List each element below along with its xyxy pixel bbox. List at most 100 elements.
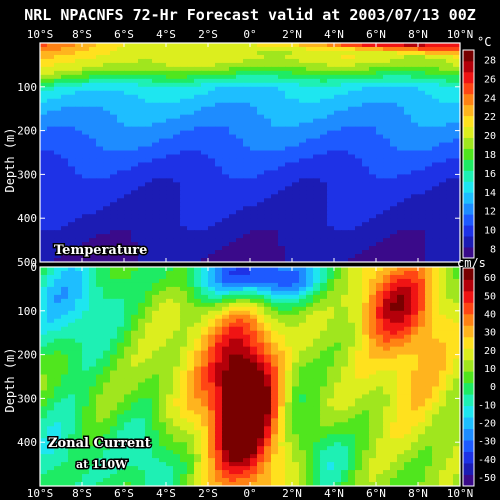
zonal-current-cell bbox=[96, 318, 104, 324]
temperature-cell bbox=[327, 106, 335, 112]
temperature-cell bbox=[397, 258, 405, 262]
temperature-cell bbox=[208, 122, 216, 128]
zonal-current-cell bbox=[285, 282, 293, 288]
temperature-cell bbox=[236, 130, 244, 136]
temperature-cell bbox=[355, 198, 363, 203]
temperature-cell bbox=[320, 178, 328, 183]
zonal-current-cell bbox=[299, 282, 307, 288]
zonal-current-cell bbox=[341, 310, 349, 316]
zonal-current-cell bbox=[334, 326, 342, 332]
temperature-cell bbox=[327, 230, 335, 235]
zonal-current-cell bbox=[271, 267, 279, 272]
temperature-cell bbox=[208, 162, 216, 168]
temperature-cell bbox=[68, 166, 76, 172]
zonal-current-cell bbox=[320, 274, 328, 280]
temperature-cell bbox=[89, 142, 97, 148]
zonal-current-cell bbox=[117, 370, 125, 376]
temperature-cell bbox=[341, 170, 349, 175]
zonal-current-cell bbox=[145, 290, 153, 296]
temperature-cell bbox=[355, 226, 363, 231]
temperature-cell bbox=[355, 254, 363, 259]
temperature-cell bbox=[68, 138, 76, 144]
temperature-cell bbox=[369, 74, 377, 80]
temperature-cell bbox=[250, 158, 258, 164]
zonal-current-cell bbox=[103, 310, 111, 316]
temperature-cell bbox=[264, 90, 272, 96]
temperature-cell bbox=[411, 54, 419, 60]
zonal-current-cell bbox=[82, 354, 90, 360]
temperature-cell bbox=[54, 206, 62, 211]
temperature-cell bbox=[376, 130, 384, 136]
temperature-cell bbox=[264, 98, 272, 104]
zonal-current-cell bbox=[222, 310, 230, 316]
zonal-current-cell bbox=[201, 342, 209, 348]
zonal-current-cell bbox=[369, 366, 377, 372]
temperature-cell bbox=[47, 82, 55, 88]
zonal-current-cell bbox=[278, 370, 286, 376]
zonal-current-cell bbox=[243, 298, 251, 304]
temperature-cell bbox=[306, 70, 314, 76]
temperature-cell bbox=[138, 174, 146, 179]
temperature-cell bbox=[229, 82, 237, 88]
temperature-cell bbox=[453, 178, 460, 183]
zonal-current-cell bbox=[201, 322, 209, 328]
zonal-current-cell bbox=[257, 358, 265, 364]
temperature-cell bbox=[278, 154, 286, 160]
temperature-cell bbox=[362, 102, 370, 108]
temperature-cell bbox=[355, 43, 363, 48]
temperature-cell bbox=[215, 70, 223, 76]
temperature-cell bbox=[54, 234, 62, 239]
zonal-current-cell bbox=[383, 298, 391, 304]
zonal-current-cell bbox=[124, 282, 132, 288]
zonal-current-cell bbox=[159, 342, 167, 348]
temperature-cell bbox=[362, 114, 370, 120]
zonal-current-cell bbox=[47, 286, 55, 292]
temperature-cell bbox=[299, 214, 307, 219]
temperature-cell bbox=[152, 90, 160, 96]
zonal-current-cell bbox=[180, 350, 188, 356]
zonal-current-cell bbox=[285, 370, 293, 376]
zonal-current-cell bbox=[131, 298, 139, 304]
temperature-cell bbox=[47, 90, 55, 96]
temperature-cell bbox=[334, 190, 342, 195]
temperature-cell bbox=[439, 218, 447, 223]
zonal-current-cell bbox=[194, 318, 202, 324]
zonal-current-cell bbox=[194, 298, 202, 304]
temperature-cell bbox=[425, 234, 433, 239]
zonal-current-cell bbox=[215, 290, 223, 296]
zonal-current-cell bbox=[68, 294, 76, 300]
temperature-cell bbox=[411, 230, 419, 235]
temperature-cell bbox=[194, 166, 202, 172]
zonal-current-cell bbox=[250, 318, 258, 324]
temperature-cell bbox=[187, 182, 195, 187]
temperature-cell bbox=[138, 222, 146, 227]
temperature-cell bbox=[61, 194, 69, 199]
temperature-cell bbox=[180, 170, 188, 175]
temperature-cell bbox=[152, 258, 160, 262]
zonal-current-cell bbox=[222, 267, 230, 272]
temperature-cell bbox=[446, 226, 454, 231]
temperature-cell bbox=[236, 258, 244, 262]
temperature-cell bbox=[285, 162, 293, 168]
temperature-cell bbox=[124, 246, 132, 251]
zonal-current-cell bbox=[278, 290, 286, 296]
zonal-current-cell bbox=[54, 358, 62, 364]
temperature-cell bbox=[250, 146, 258, 152]
temperature-cell bbox=[222, 222, 230, 227]
temperature-cell bbox=[208, 70, 216, 76]
zonal-current-cell bbox=[68, 330, 76, 336]
zonal-current-cell bbox=[215, 342, 223, 348]
zonal-current-cell bbox=[110, 286, 118, 292]
zonal-current-cell bbox=[348, 370, 356, 376]
temperature-cell bbox=[222, 158, 230, 164]
temperature-cell bbox=[390, 43, 398, 48]
temperature-cell bbox=[271, 50, 279, 56]
zonal-current-cell bbox=[229, 358, 237, 364]
zonal-current-cell bbox=[54, 370, 62, 376]
zonal-current-cell bbox=[243, 330, 251, 336]
temperature-cell bbox=[404, 154, 412, 160]
zonal-current-cell bbox=[243, 322, 251, 328]
temperature-panel: Temperature at 110W bbox=[39, 42, 461, 280]
temperature-cell bbox=[327, 50, 335, 56]
temperature-cell bbox=[124, 46, 132, 52]
